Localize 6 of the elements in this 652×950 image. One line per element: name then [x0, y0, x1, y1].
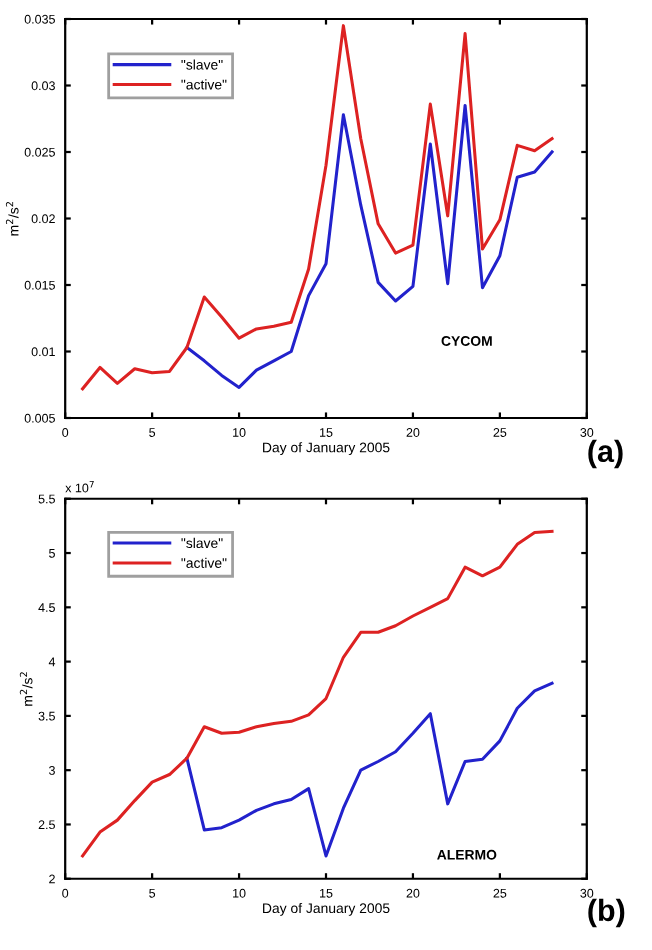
- line-series: [81, 24, 554, 391]
- line-series: [185, 103, 554, 389]
- line-series: [185, 681, 554, 858]
- text: (b): [588, 898, 625, 928]
- line-series: [81, 529, 554, 858]
- text: (a): [588, 439, 623, 469]
